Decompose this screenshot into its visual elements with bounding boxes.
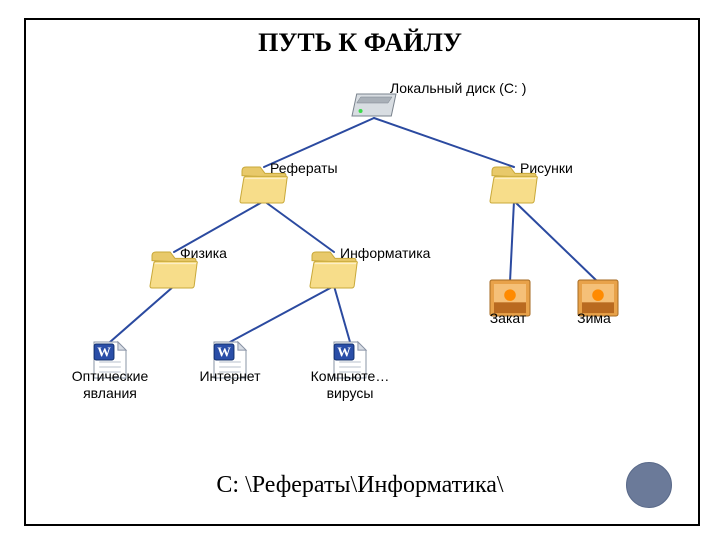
label-fizika: Физика xyxy=(180,245,240,262)
label-internet: Интернет xyxy=(190,368,270,385)
slide-frame xyxy=(24,18,700,526)
label-zima: Зима xyxy=(564,310,624,327)
decor-circle xyxy=(626,462,672,508)
label-zakat: Закат xyxy=(478,310,538,327)
label-referaty: Рефераты xyxy=(270,160,350,177)
label-risunki: Рисунки xyxy=(520,160,590,177)
label-informatika: Информатика xyxy=(340,245,440,262)
label-virusy: Компьюте…вирусы xyxy=(300,368,400,402)
label-disk: Локальный диск (С: ) xyxy=(390,80,570,97)
page-title: ПУТЬ К ФАЙЛУ xyxy=(0,28,720,58)
label-opticheskie: Оптическиеявлания xyxy=(60,368,160,402)
file-path-text: C: \Рефераты\Информатика\ xyxy=(0,472,720,499)
